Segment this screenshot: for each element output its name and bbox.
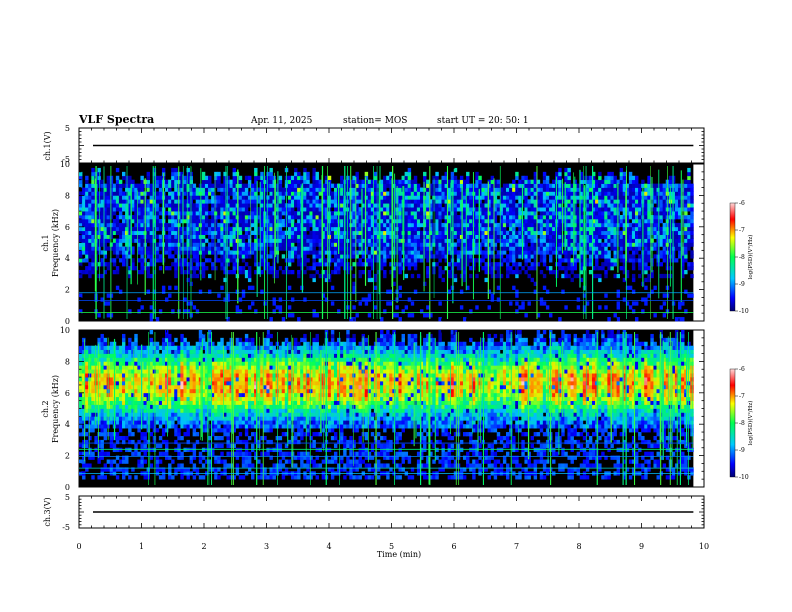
ch2-spectrogram-ylabel-freq: Frequency (kHz): [51, 375, 60, 443]
ylab1-tick-1: 2: [65, 286, 70, 295]
ylab2-tick-3: 6: [65, 389, 70, 398]
cb1ticks-label-4: -10: [739, 308, 749, 315]
header-date: Apr. 11, 2025: [250, 116, 313, 126]
x-tick-label-0: 0: [76, 542, 81, 551]
ch1-spectrogram-ylabel-freq: Frequency (kHz): [51, 209, 60, 277]
ch3-ytick-top: 5: [65, 493, 70, 502]
x-axis-tick-labels: 0 1 2 3 4 5 6 7 8 9 10: [76, 542, 709, 551]
ylab1-tick-2: 4: [65, 254, 70, 263]
ch1-spectrogram-ylabel-channel: ch.1: [41, 234, 50, 251]
cb2ticks-label-0: -6: [739, 366, 745, 373]
x-tick-label-7: 7: [514, 542, 519, 551]
cb1ticks-label-0: -6: [739, 200, 745, 207]
ch2-colorbar-label: log(PSD)(V²/Hz): [747, 401, 754, 446]
cb2ticks-label-1: -7: [739, 393, 745, 400]
ch2-colorbar-scale: [729, 368, 736, 478]
figure-title: VLF Spectra: [78, 113, 154, 126]
cb2ticks-label-3: -9: [739, 447, 745, 454]
header-start-time: start UT = 20: 50: 1: [437, 116, 529, 126]
ylab2-tick-5: 10: [60, 326, 70, 335]
x-tick-label-2: 2: [201, 542, 206, 551]
ch3-ytick-bottom: -5: [62, 523, 70, 532]
ylab1-tick-0: 0: [65, 317, 70, 326]
header-station: station= MOS: [343, 116, 407, 126]
ch2-spectrogram-yaxis: 0 2 4 6 8 10: [60, 326, 70, 492]
x-axis-label: Time (min): [377, 550, 421, 559]
ch1-spectrogram-image: [79, 164, 694, 322]
ch2-colorbar: -6 -7 -8 -9 -10 log(PSD)(V²/Hz): [729, 366, 754, 481]
x-tick-label-4: 4: [326, 542, 331, 551]
ch1-colorbar-scale: [729, 202, 736, 312]
ylab2-tick-0: 0: [65, 483, 70, 492]
ylab2-tick-4: 8: [65, 357, 70, 366]
ch1-waveform-yaxis: 5 -5: [62, 124, 70, 164]
ch1-ytick-bottom: -5: [62, 155, 70, 164]
ylab1-tick-3: 6: [65, 223, 70, 232]
ch3-waveform-yaxis: 5 -5: [62, 493, 70, 532]
cb2ticks-label-2: -8: [739, 420, 745, 427]
x-tick-label-9: 9: [639, 542, 644, 551]
ch2-spectrogram-image: [79, 330, 694, 487]
ch2-colorbar-ticks: -6 -7 -8 -9 -10: [735, 366, 749, 481]
ylab2-tick-1: 2: [65, 452, 70, 461]
cb1ticks-label-2: -8: [739, 254, 745, 261]
ch1-ytick-top: 5: [65, 124, 70, 133]
ch1-colorbar-label: log(PSD)(V²/Hz): [747, 235, 754, 280]
ch1-colorbar: -6 -7 -8 -9 -10 log(PSD)(V²/Hz): [729, 200, 754, 315]
ch3-waveform-ylabel: ch.3(V): [43, 497, 52, 526]
x-tick-label-6: 6: [451, 542, 456, 551]
ch1-spectrogram-yaxis: 0 2 4 6 8 10: [60, 160, 70, 326]
x-tick-label-1: 1: [139, 542, 144, 551]
ylab1-tick-5: 10: [60, 160, 70, 169]
x-tick-label-8: 8: [576, 542, 581, 551]
ch2-spectrogram-ylabel-channel: ch.2: [41, 400, 50, 417]
cb1ticks-label-1: -7: [739, 227, 745, 234]
cb1ticks-label-3: -9: [739, 281, 745, 288]
ylab2-tick-2: 4: [65, 420, 70, 429]
x-tick-label-10: 10: [699, 542, 709, 551]
ch1-waveform-ylabel: ch.1(V): [43, 131, 52, 160]
x-tick-label-5: 5: [389, 542, 394, 551]
ch1-colorbar-ticks: -6 -7 -8 -9 -10: [735, 200, 749, 315]
ylab1-tick-4: 8: [65, 191, 70, 200]
x-tick-label-3: 3: [264, 542, 269, 551]
axis-ticks: [78, 127, 705, 529]
cb2ticks-label-4: -10: [739, 474, 749, 481]
